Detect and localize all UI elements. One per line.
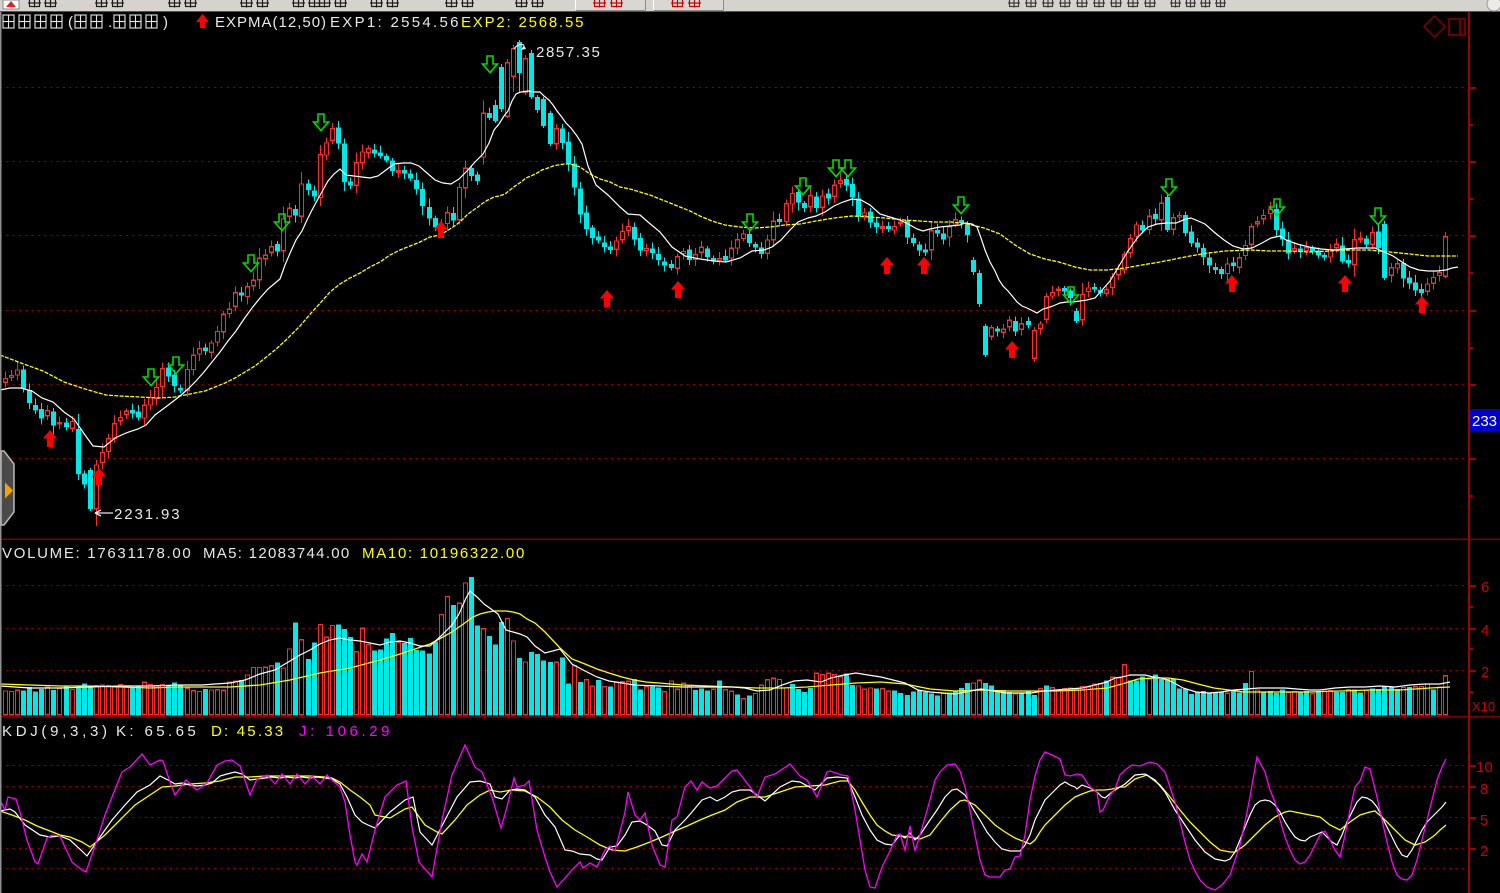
svg-text:VOLUME: 17631178.00: VOLUME: 17631178.00 — [2, 545, 192, 562]
svg-text:4: 4 — [1481, 622, 1489, 639]
svg-text:X10: X10 — [1472, 699, 1495, 714]
svg-text:5: 5 — [1480, 812, 1488, 829]
svg-text:EXP2: 2568.55: EXP2: 2568.55 — [461, 14, 585, 31]
svg-text:6: 6 — [1481, 579, 1489, 596]
svg-text:2: 2 — [1480, 843, 1488, 860]
svg-text:D: 45.33: D: 45.33 — [211, 723, 285, 740]
svg-text:2857.35: 2857.35 — [536, 44, 601, 61]
svg-text:MA10: 10196322.00: MA10: 10196322.00 — [362, 545, 526, 562]
svg-text:(: ( — [68, 14, 73, 31]
svg-text:EXP1: 2554.56: EXP1: 2554.56 — [330, 14, 461, 31]
svg-text:10: 10 — [1476, 759, 1493, 776]
svg-text:2: 2 — [1481, 664, 1489, 681]
svg-text:J: 106.29: J: 106.29 — [299, 723, 393, 740]
svg-text:): ) — [163, 14, 168, 31]
svg-text:EXPMA(12,50): EXPMA(12,50) — [215, 14, 327, 31]
svg-text:.: . — [108, 14, 112, 31]
svg-text:K: 65.65: K: 65.65 — [116, 723, 199, 740]
svg-text:8: 8 — [1480, 781, 1488, 798]
svg-text:KDJ(9,3,3): KDJ(9,3,3) — [2, 723, 111, 740]
svg-text:233: 233 — [1472, 413, 1497, 430]
svg-text:2231.93: 2231.93 — [114, 506, 182, 523]
svg-text:MA5: 12083744.00: MA5: 12083744.00 — [203, 545, 351, 562]
